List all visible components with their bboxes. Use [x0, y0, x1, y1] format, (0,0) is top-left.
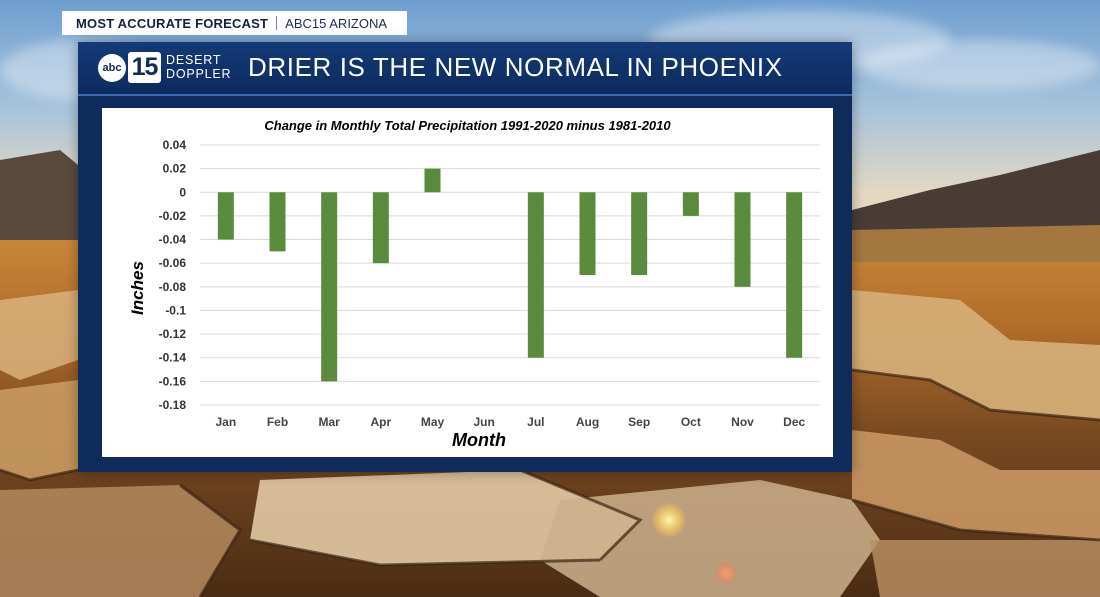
x-tick-label: May [421, 415, 445, 429]
bar-sep [631, 192, 648, 275]
bar-dec [786, 192, 803, 358]
y-tick-label: -0.08 [159, 280, 187, 294]
x-tick-label: Aug [576, 415, 599, 429]
bar-nov [734, 192, 751, 287]
graphic-panel: abc 15 DESERT DOPPLER DRIER IS THE NEW N… [78, 42, 852, 472]
x-tick-label: Feb [267, 415, 288, 429]
x-tick-label: Nov [731, 415, 754, 429]
station-logo: abc 15 DESERT DOPPLER [98, 52, 232, 84]
x-tick-label: Jun [473, 415, 494, 429]
x-tick-label: Dec [783, 415, 805, 429]
bar-feb [269, 192, 286, 252]
bar-jul [527, 192, 544, 358]
x-axis-label: Month [452, 430, 506, 450]
y-tick-label: 0.02 [163, 162, 187, 176]
y-axis-label: Inches [128, 261, 147, 315]
bar-oct [682, 192, 699, 216]
cloud [860, 40, 1100, 90]
lens-flare [652, 503, 686, 537]
logo-number: 15 [128, 52, 161, 83]
chart-card: 0.04 0.02 0 -0.02 -0.04 -0.06 -0.08 -0.1 -0.12 -0… [102, 108, 833, 457]
top-banner: MOST ACCURATE FORECAST ABC15 ARIZONA [62, 11, 407, 35]
logo-word-desert: DESERT [166, 53, 222, 67]
x-tick-label: Oct [681, 415, 701, 429]
x-tick-label: Apr [370, 415, 391, 429]
panel-header: abc 15 DESERT DOPPLER DRIER IS THE NEW N… [78, 42, 852, 96]
bar-jan [217, 192, 234, 240]
banner-station: ABC15 ARIZONA [285, 15, 388, 31]
x-tick-label: Jan [215, 415, 236, 429]
y-tick-label: -0.06 [159, 256, 187, 270]
y-tick-label: -0.18 [159, 398, 187, 412]
y-tick-label: -0.02 [159, 209, 187, 223]
bar-may [424, 168, 441, 193]
chart-title: Change in Monthly Total Precipitation 19… [264, 118, 671, 133]
headline: DRIER IS THE NEW NORMAL IN PHOENIX [248, 52, 783, 82]
x-tick-label: Jul [527, 415, 544, 429]
bar-apr [372, 192, 389, 264]
x-tick-label: Sep [628, 415, 650, 429]
y-tick-label: -0.1 [165, 303, 186, 317]
bar-aug [579, 192, 596, 275]
banner-divider [276, 16, 278, 30]
bar-chart: 0.04 0.02 0 -0.02 -0.04 -0.06 -0.08 -0.1 -0.12 -0… [159, 138, 820, 429]
banner-tagline: MOST ACCURATE FORECAST [76, 15, 269, 31]
abc-logo-icon: abc [98, 54, 126, 82]
y-tick-label: -0.12 [159, 327, 187, 341]
lens-flare [715, 562, 737, 584]
bar-mar [321, 192, 338, 382]
logo-word-doppler: DOPPLER [166, 67, 232, 81]
y-tick-label: -0.16 [159, 374, 187, 388]
y-tick-label: 0 [179, 185, 186, 199]
y-tick-label: 0.04 [163, 138, 187, 152]
y-tick-label: -0.04 [159, 233, 187, 247]
x-tick-label: Mar [318, 415, 340, 429]
y-tick-label: -0.14 [159, 351, 187, 365]
